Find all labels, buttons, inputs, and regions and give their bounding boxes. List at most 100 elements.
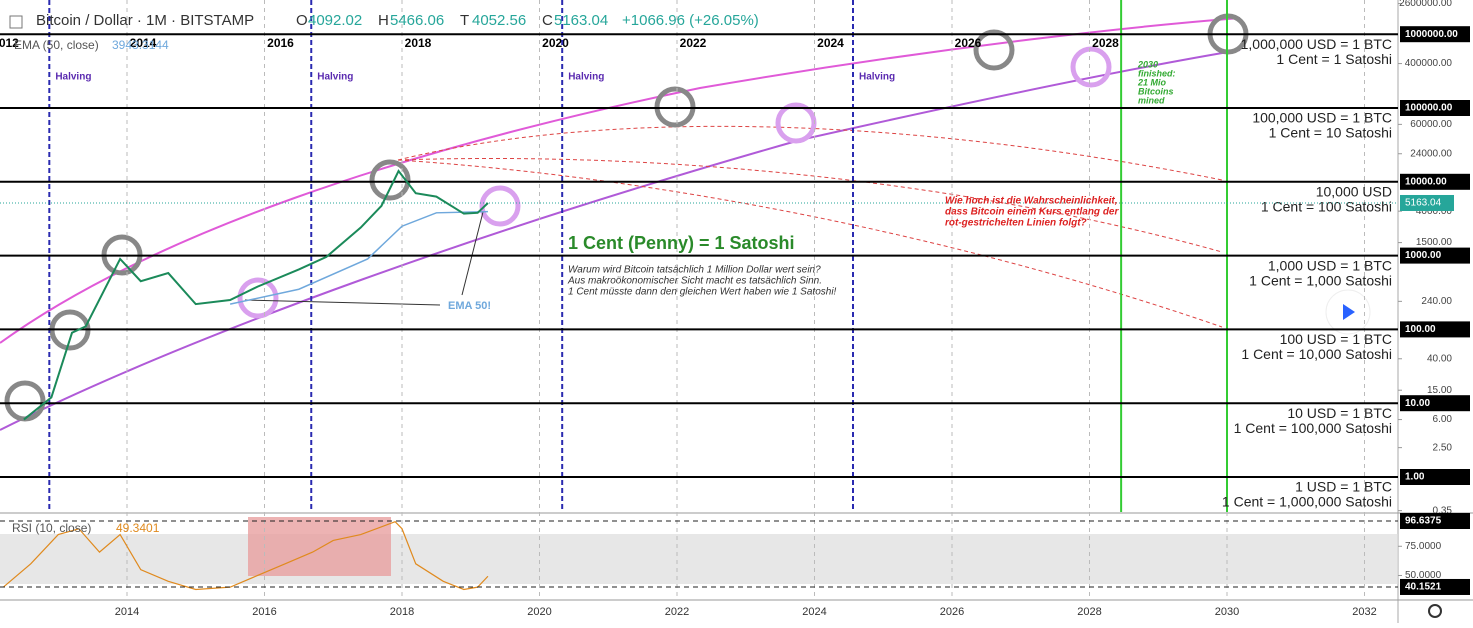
rsi-value: 49.3401: [116, 521, 160, 535]
level-text: 1 Cent = 10,000 Satoshi: [1241, 346, 1392, 362]
x-tick-label: 2018: [390, 606, 414, 618]
upper-trend: [0, 17, 1241, 344]
level-text: 1,000,000 USD = 1 BTC: [1241, 36, 1392, 52]
y-tick-label: 15.00: [1427, 385, 1452, 396]
collapse-icon[interactable]: [9, 15, 23, 29]
level-text: 1 Cent = 1 Satoshi: [1276, 51, 1392, 67]
rsi-tick-label: 40.1521: [1405, 582, 1442, 593]
level-text: 100,000 USD = 1 BTC: [1252, 110, 1392, 126]
ohlc-key: H: [378, 12, 389, 29]
x-tick-label: 2028: [1077, 606, 1101, 618]
level-tag-label: 10.00: [1405, 398, 1430, 409]
ohlc-key: T: [460, 12, 469, 29]
rsi-tag: [1400, 578, 1470, 595]
question-note: dass Bitcoin einem Kurs entlang der: [945, 207, 1119, 218]
ema-line: [229, 210, 488, 305]
level-tag-label: 1.00: [1405, 472, 1425, 483]
year-label: 2022: [680, 36, 707, 50]
x-tick-label: 2016: [252, 606, 276, 618]
paragraph: 1 Cent müsste dann den gleichen Wert hab…: [568, 287, 837, 298]
level-text: 1 Cent = 1,000,000 Satoshi: [1222, 494, 1392, 510]
level-text: 1 Cent = 1,000 Satoshi: [1249, 272, 1392, 288]
level-text: 1,000 USD = 1 BTC: [1268, 257, 1392, 273]
circle: [1070, 46, 1112, 88]
halving-label: Halving: [859, 72, 895, 83]
question-note: rot-gestrichelten Linien folgt?: [945, 218, 1087, 229]
y-tick-label: 2.50: [1433, 442, 1453, 453]
halving-label: Halving: [317, 72, 353, 83]
year-label: 2014: [130, 36, 157, 50]
ema-note: EMA 50!: [448, 300, 491, 312]
y-tick-label: 0.35: [1433, 505, 1453, 516]
rsi-tag: [1400, 513, 1470, 529]
y-tick-label: 60000.00: [1410, 119, 1452, 130]
projection-line: [397, 125, 1223, 181]
level-tag: [1400, 469, 1470, 485]
x-tick-label: 2020: [527, 606, 551, 618]
halving-label: Halving: [568, 72, 604, 83]
ohlc-key: O: [296, 12, 308, 29]
mined-note: Bitcoins: [1138, 86, 1174, 96]
level-tag-label: 100000.00: [1405, 103, 1453, 114]
level-tag-label: 100.00: [1405, 324, 1436, 335]
rsi-band: [0, 534, 1398, 584]
x-tick-label: 2014: [115, 606, 139, 618]
mined-note: mined: [1138, 95, 1165, 105]
level-text: 10,000 USD: [1316, 184, 1392, 200]
y-tick-label: 24000.00: [1410, 148, 1452, 159]
level-tag: [1400, 173, 1470, 190]
ohlc-key: C: [542, 12, 553, 29]
price-tag: [1400, 194, 1454, 211]
year-label: 2026: [955, 36, 982, 50]
change: +1066.96 (+26.05%): [622, 12, 759, 29]
level-text: 1 Cent = 10 Satoshi: [1269, 125, 1392, 141]
arrow: [244, 299, 441, 306]
ohlc-value: 4092.02: [308, 12, 362, 29]
question-note: Wie hoch ist die Wahrscheinlichkeit,: [945, 196, 1118, 207]
level-text: 1 Cent = 100,000 Satoshi: [1234, 420, 1392, 436]
level-text: 1 Cent = 100 Satoshi: [1261, 199, 1392, 215]
rsi-line: [2, 521, 489, 591]
mined-note: 21 Mio: [1137, 77, 1167, 87]
level-tag: [1400, 100, 1470, 116]
arrow: [461, 211, 484, 296]
settings-icon[interactable]: [1428, 604, 1442, 618]
mined-note: finished:: [1138, 68, 1176, 78]
year-label: 2018: [405, 36, 432, 50]
indicator-value: 3943.3144: [112, 38, 169, 52]
level-text: 10 USD = 1 BTC: [1287, 405, 1392, 421]
ohlc-value: 4052.56: [472, 12, 526, 29]
headline: 1 Cent (Penny) = 1 Satoshi: [568, 233, 795, 253]
level-tag: [1400, 395, 1470, 412]
y-tick-label: 6.00: [1433, 414, 1453, 425]
level-tag: [1400, 247, 1470, 264]
paragraph: Warum wird Bitcoin tatsächlich 1 Million…: [568, 265, 821, 276]
paragraph: Aus makroökonomischer Sicht macht es tat…: [567, 276, 822, 287]
price-tag-label: 5163.04: [1405, 198, 1442, 209]
level-tag: [1400, 26, 1470, 43]
level-tag-label: 1000.00: [1405, 250, 1442, 261]
x-tick-label: 2026: [940, 606, 964, 618]
level-text: 100 USD = 1 BTC: [1280, 331, 1392, 347]
circle: [479, 185, 521, 227]
price-line: [23, 169, 489, 421]
y-tick-label: 1500.00: [1416, 237, 1453, 248]
circle: [973, 29, 1015, 71]
ohlc-value: 5466.06: [390, 12, 444, 29]
year-label: 2020: [542, 36, 569, 50]
x-tick-label: 2022: [665, 606, 689, 618]
symbol: Bitcoin / Dollar · 1M · BITSTAMP: [36, 12, 254, 29]
circle: [369, 159, 411, 201]
y-tick-label: 2600000.00: [1399, 0, 1452, 9]
rsi-tick-label: 50.0000: [1405, 570, 1442, 581]
x-tick-label: 2024: [802, 606, 826, 618]
rsi-tick-label: 75.0000: [1405, 541, 1442, 552]
level-tag-label: 10000.00: [1405, 176, 1447, 187]
halving-label: Halving: [55, 72, 91, 83]
level-tag-label: 1000000.00: [1405, 29, 1458, 40]
rsi-label: RSI (10, close): [12, 521, 91, 535]
rsi-highlight: [248, 517, 391, 576]
circle: [237, 277, 279, 319]
